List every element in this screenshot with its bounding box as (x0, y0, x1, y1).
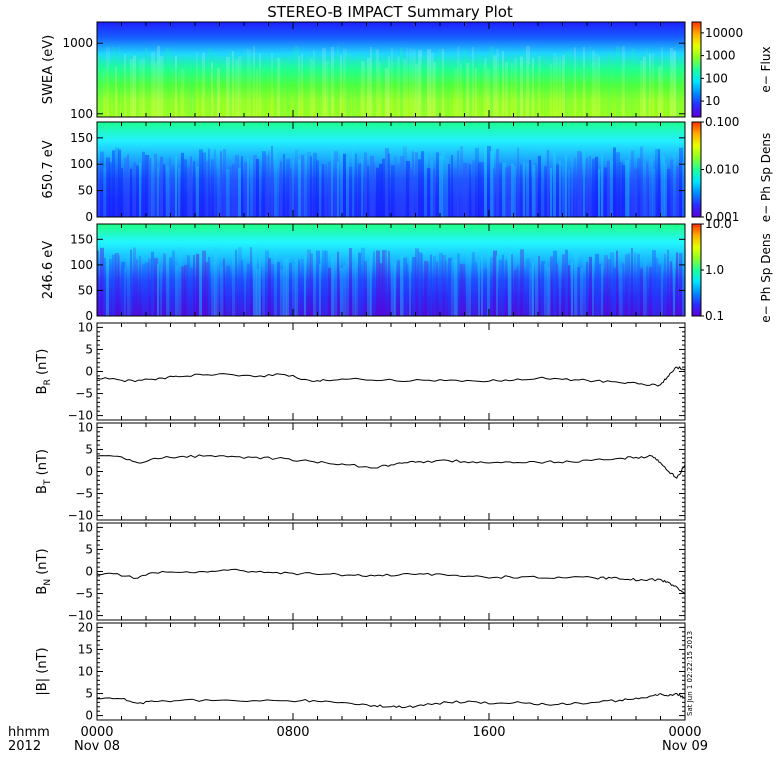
y-tick-label: 5 (85, 542, 93, 556)
y-tick-label: −10 (68, 409, 93, 423)
spectrogram-texture (97, 247, 686, 316)
panel-2: 150 100 50 0 650.7 eV 0.100 0.010 0.001 e− Ph Sp… (41, 115, 773, 224)
series-line (96, 454, 686, 479)
spectrogram-fill (97, 122, 685, 217)
y-tick-label: 1000 (62, 36, 93, 50)
y-axis-label: BN (nT) (35, 548, 53, 594)
x-tick-label: 0000 (668, 725, 701, 740)
y-tick-label: 10 (78, 520, 93, 534)
y-tick-label: 50 (78, 184, 93, 198)
y-tick-label: −10 (68, 609, 93, 623)
panel-frame (96, 121, 686, 218)
x-axis-row1-label: hhmm (8, 725, 50, 740)
series-line (96, 366, 686, 387)
panel-1: 1000 100 SWEA (eV) 10000 1000 100 10 e− Flux (41, 21, 773, 121)
spectrogram-texture (97, 145, 685, 217)
colorbar (691, 223, 702, 317)
y-tick-label: −5 (75, 387, 93, 401)
y-axis-label: |B| (nT) (35, 647, 50, 695)
x-tick-date-label: Nov 09 (662, 739, 708, 754)
y-tick-label: 5 (85, 442, 93, 456)
y-tick-label: 0 (85, 210, 93, 224)
colorbar-tick-label: 0.001 (705, 210, 739, 224)
panel-frame (96, 21, 686, 118)
colorbar (691, 121, 702, 218)
y-tick-label: −10 (68, 509, 93, 523)
series-line (96, 692, 686, 709)
y-tick-label: 100 (70, 107, 93, 121)
x-tick-label: 0000 (80, 725, 113, 740)
colorbar-label: e− Ph Sp Dens (759, 133, 773, 222)
colorbar-label: e− Flux (759, 46, 773, 92)
generation-timestamp: Sat Jun 1 02:22:15 2013 (686, 631, 694, 716)
y-tick-label: 150 (70, 232, 93, 246)
panel-frame (96, 422, 686, 521)
colorbar-tick-label: 1.0 (705, 263, 724, 277)
colorbar-label: e− Ph Sp Dens (759, 233, 773, 322)
colorbar-tick-label: 0.010 (705, 163, 739, 177)
y-axis-label: BR (nT) (35, 349, 53, 395)
y-axis-label: 246.6 eV (41, 241, 56, 299)
colorbar-tick-label: 100 (705, 71, 728, 85)
panel-frame (96, 322, 686, 421)
panel-frame (96, 622, 686, 721)
panel-4: 10 5 0 −5 −10 BR (nT) (35, 320, 686, 423)
panel-5: 10 5 0 −5 −10 BT (nT) (35, 420, 686, 523)
y-tick-label: 0 (85, 709, 93, 723)
spectrogram-fill (97, 224, 685, 316)
colorbar-tick-label: 0.1 (705, 309, 724, 323)
y-axis-label: SWEA (eV) (41, 35, 56, 104)
panel-frame (96, 223, 686, 317)
x-tick-date-label: Nov 08 (74, 739, 120, 754)
y-tick-label: 15 (78, 642, 93, 656)
panel-6: 10 5 0 −5 −10 BN (nT) (35, 520, 686, 623)
y-tick-label: −5 (75, 487, 93, 501)
y-tick-label: 5 (85, 342, 93, 356)
y-tick-label: 100 (70, 157, 93, 171)
y-tick-label: 0 (85, 465, 93, 479)
panel-frame (96, 522, 686, 621)
y-tick-label: 10 (78, 420, 93, 434)
colorbar-tick-label: 10 (705, 94, 720, 108)
spectrogram-texture (97, 45, 684, 118)
x-axis-row2-label: 2012 (8, 739, 41, 754)
series-line (96, 568, 686, 594)
y-tick-label: −5 (75, 587, 93, 601)
y-tick-label: 20 (78, 620, 93, 634)
y-tick-label: 0 (85, 565, 93, 579)
colorbar (691, 21, 702, 118)
panel-3: 150 100 50 0 246.6 eV 10.0 1.0 0.1 e− Ph Sp Dens (41, 217, 773, 323)
y-tick-label: 10 (78, 665, 93, 679)
colorbar-tick-label: 10000 (705, 26, 743, 40)
y-tick-label: 10 (78, 320, 93, 334)
y-axis-label: 650.7 eV (41, 140, 56, 198)
y-tick-label: 0 (85, 309, 93, 323)
y-tick-label: 5 (85, 687, 93, 701)
colorbar-tick-label: 10.0 (705, 217, 732, 231)
y-tick-label: 50 (78, 283, 93, 297)
y-tick-label: 100 (70, 258, 93, 272)
plot-title: STEREO-B IMPACT Summary Plot (267, 3, 513, 21)
colorbar-tick-label: 0.100 (705, 115, 739, 129)
panel-7: 20 15 10 5 0 |B| (nT) (35, 620, 686, 723)
spectrogram-fill (97, 22, 685, 117)
y-tick-label: 150 (70, 131, 93, 145)
y-tick-label: 0 (85, 365, 93, 379)
y-axis-label: BT (nT) (35, 449, 53, 494)
colorbar-tick-label: 1000 (705, 49, 736, 63)
x-tick-label: 1600 (472, 725, 505, 740)
x-tick-label: 0800 (276, 725, 309, 740)
